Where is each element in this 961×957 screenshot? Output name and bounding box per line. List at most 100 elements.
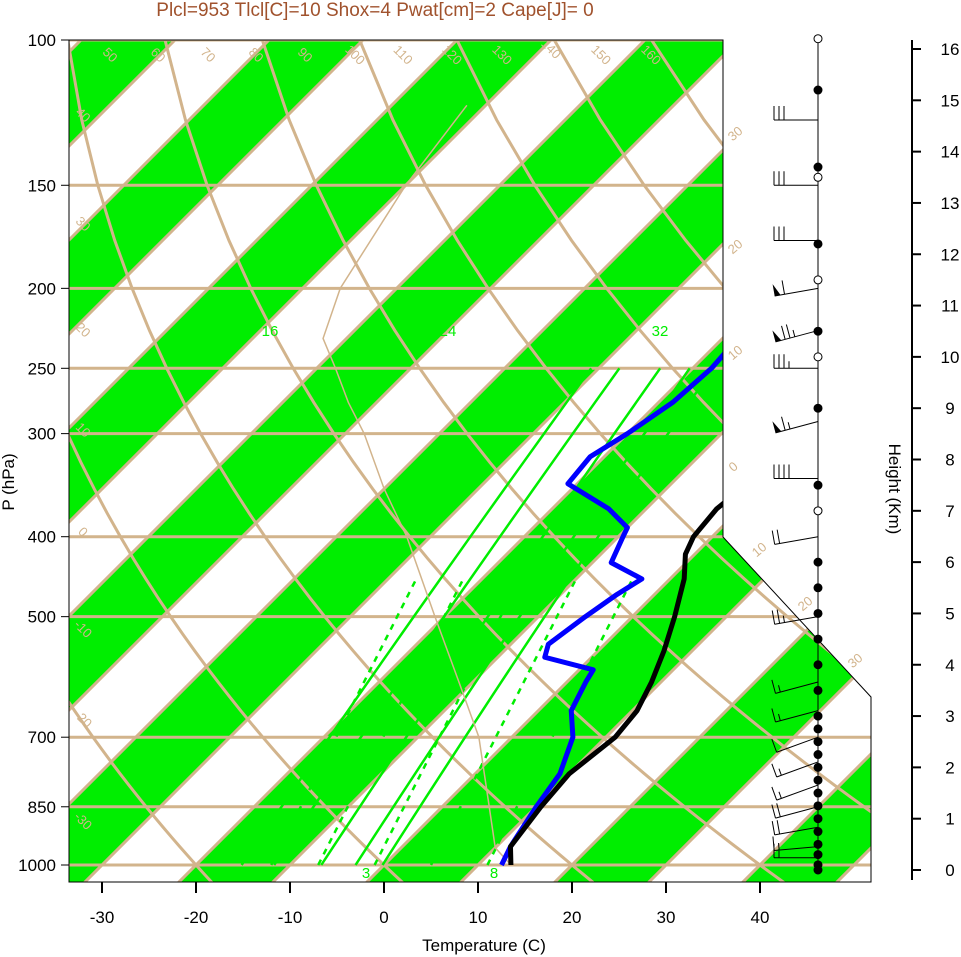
temperature-tick-label: 10: [469, 908, 488, 927]
adiabat-label: 20: [725, 236, 746, 257]
height-tick-label: 14: [941, 143, 960, 162]
height-tick-label: 9: [945, 399, 954, 418]
wind-barb: [772, 836, 819, 851]
isotherm: [69, 40, 647, 882]
isotherm-label: 70: [198, 44, 219, 65]
adiabat-label: 30: [845, 650, 866, 671]
wind-barb: [771, 803, 819, 819]
wind-barb: [773, 171, 818, 186]
wind-barbs: [771, 105, 819, 859]
mixing-ratio-line: [273, 367, 621, 866]
wind-barb: [771, 736, 819, 753]
height-tick-label: 4: [945, 656, 954, 675]
adiabat-label: 0: [726, 458, 741, 474]
isotherm: [647, 40, 871, 882]
isotherm-label: 150: [588, 42, 614, 68]
dry-adiabat: [260, 40, 871, 882]
plot-area: 12 16 24 323 850 60 70 80 90 100 110 120 130 140 150 16…: [69, 40, 871, 882]
height-tick-label: 13: [941, 194, 960, 213]
temperature-tick-label: -30: [90, 908, 115, 927]
height-tick-label: 8: [945, 451, 954, 470]
mixing-ratio-line: [354, 367, 691, 866]
wind-barb: [773, 354, 818, 369]
profile-points: [813, 34, 823, 875]
isotherm: [271, 40, 871, 882]
temperature-tick-label: 20: [563, 908, 582, 927]
profile-point: [813, 506, 823, 516]
wetbulb-line: [373, 578, 521, 866]
wind-barb: [771, 708, 819, 723]
profile-point: [813, 239, 823, 249]
wind-barb: [772, 416, 819, 434]
wetbulb-label: 3: [362, 865, 370, 882]
height-tick-label: 5: [945, 604, 954, 623]
wind-barb: [772, 324, 819, 343]
mixing-ratio-label: 12: [189, 323, 206, 340]
isotherm: [69, 40, 365, 882]
temperature-axis: -30 -20 -10 0 10 20 30 40: [69, 881, 871, 927]
adiabat-label: 10: [749, 539, 770, 560]
height-tick-label: 7: [945, 502, 954, 521]
wetbulb-line: [270, 578, 418, 866]
height-tick-label: 2: [945, 758, 954, 777]
isotherm: [459, 40, 871, 882]
height-tick-label: 6: [945, 553, 954, 572]
temperature-tick-label: -10: [278, 908, 303, 927]
band: [69, 40, 363, 882]
wind-barb: [771, 761, 819, 778]
mixing-ratio-lines: [240, 367, 714, 866]
band: [69, 40, 551, 882]
profile-point: [813, 480, 823, 490]
temperature-tick-label: 0: [379, 908, 388, 927]
profile-point: [813, 557, 823, 567]
height-tick-label: 12: [941, 245, 960, 264]
wind-barb: [773, 105, 818, 121]
height-tick-label: 16: [941, 40, 960, 59]
profile-point: [813, 172, 823, 182]
height-tick-label: 1: [945, 810, 954, 829]
temperature-tick-label: 40: [751, 908, 770, 927]
adiabat-label: 30: [725, 123, 746, 144]
profile-point: [813, 583, 823, 593]
pressure-tick-label: 850: [28, 798, 56, 817]
profile-point: [813, 750, 823, 760]
height-tick-label: 11: [941, 297, 959, 316]
profile-point: [813, 827, 823, 837]
adiabat-label: 20: [795, 593, 816, 614]
pressure-tick-label: 250: [28, 359, 56, 378]
wind-barb: [771, 820, 819, 836]
profile-point: [813, 839, 823, 849]
wetbulb-label: 8: [490, 865, 498, 882]
dry-adiabat: [747, 40, 871, 882]
mixing-ratio-label: 32: [652, 323, 669, 340]
height-axis-label: Height (Km): [885, 444, 904, 535]
pressure-tick-label: 200: [28, 279, 56, 298]
wind-barb: [773, 464, 818, 479]
profile-point: [813, 275, 823, 285]
height-tick-label: 15: [941, 91, 960, 110]
profile-point: [813, 801, 823, 811]
profile-point: [813, 788, 823, 798]
isotherm: [553, 40, 871, 882]
band: [554, 40, 871, 882]
wind-barb: [771, 679, 819, 694]
profile-point: [813, 34, 823, 44]
height-tick-label: 10: [941, 348, 960, 367]
height-tick-label: 3: [945, 707, 954, 726]
adiabat-label: 10: [725, 342, 746, 363]
profile-point: [813, 860, 823, 870]
profile-point: [813, 85, 823, 95]
height-tick-label: 0: [945, 861, 954, 880]
band: [178, 40, 871, 882]
isotherm: [69, 40, 741, 882]
band: [69, 40, 871, 882]
temperature-tick-label: 30: [657, 908, 676, 927]
pressure-tick-label: 150: [28, 176, 56, 195]
y-axis-label: P (hPa): [0, 453, 18, 510]
temperature-tick-label: -20: [184, 908, 209, 927]
pressure-tick-label: 100: [28, 31, 56, 50]
profile-point: [813, 162, 823, 172]
isotherm: [69, 40, 271, 882]
mixing-ratio-label: 24: [440, 323, 457, 340]
